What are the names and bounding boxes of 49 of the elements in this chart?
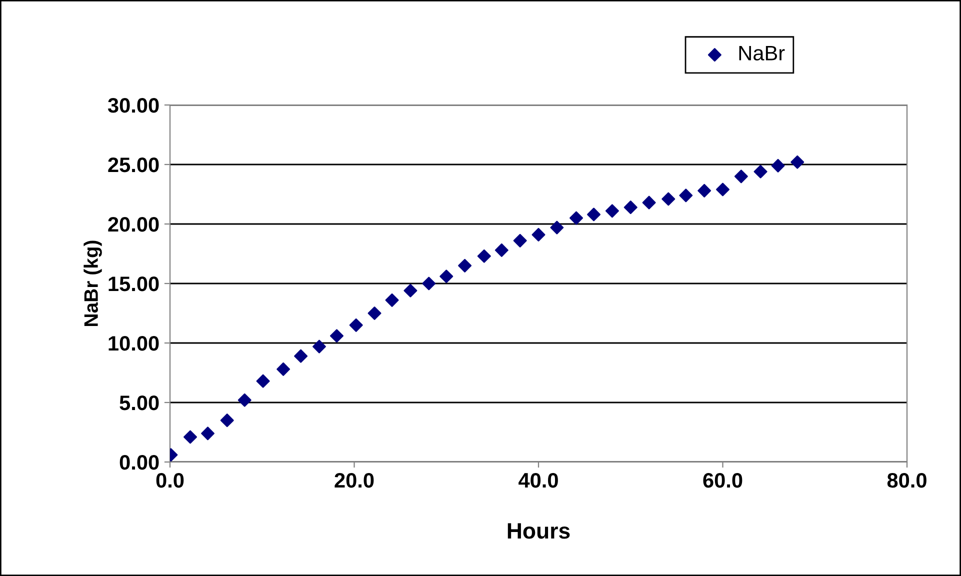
y-tick-label: 25.00 xyxy=(108,158,159,172)
x-axis-title: Hours xyxy=(508,523,570,539)
point xyxy=(494,243,508,257)
point xyxy=(624,200,638,214)
point xyxy=(532,228,546,242)
point xyxy=(605,204,619,218)
y-axis-title: NaBr (kg) xyxy=(84,240,102,326)
y-tick-label: 15.00 xyxy=(108,276,159,292)
point xyxy=(330,329,344,343)
point xyxy=(570,211,584,225)
point xyxy=(440,270,454,284)
point xyxy=(256,374,270,388)
point xyxy=(422,276,436,290)
y-tick-label: 30.00 xyxy=(108,98,159,113)
point xyxy=(790,155,804,169)
x-tick-label: 60.0 xyxy=(703,472,742,488)
point xyxy=(238,393,252,407)
y-tick-label: 0.00 xyxy=(120,455,159,470)
point xyxy=(184,430,198,444)
point xyxy=(550,220,564,234)
point xyxy=(734,170,748,184)
point xyxy=(368,306,382,320)
point xyxy=(201,426,215,440)
x-tick-label: 0.0 xyxy=(156,472,184,488)
point xyxy=(294,349,308,363)
point xyxy=(220,414,234,428)
point xyxy=(513,234,527,248)
point xyxy=(385,293,399,307)
point xyxy=(276,362,290,376)
point xyxy=(642,196,656,210)
x-tick-label: 40.0 xyxy=(518,472,558,488)
y-tick-label: 20.00 xyxy=(108,217,159,232)
point xyxy=(679,188,693,202)
x-tick-label: 20.0 xyxy=(334,472,374,488)
point xyxy=(698,184,712,198)
point xyxy=(312,340,326,354)
y-tick-label: 10.00 xyxy=(108,336,159,351)
point xyxy=(349,318,363,332)
point xyxy=(587,208,601,222)
point xyxy=(458,258,472,272)
point xyxy=(754,164,768,178)
point xyxy=(716,182,730,196)
y-tick-label: 5.00 xyxy=(120,396,159,410)
point xyxy=(662,192,676,206)
x-tick-label: 80.0 xyxy=(887,472,926,488)
point xyxy=(771,158,785,172)
point xyxy=(404,284,418,298)
point xyxy=(477,249,491,263)
legend-label: NaBr xyxy=(739,46,785,61)
